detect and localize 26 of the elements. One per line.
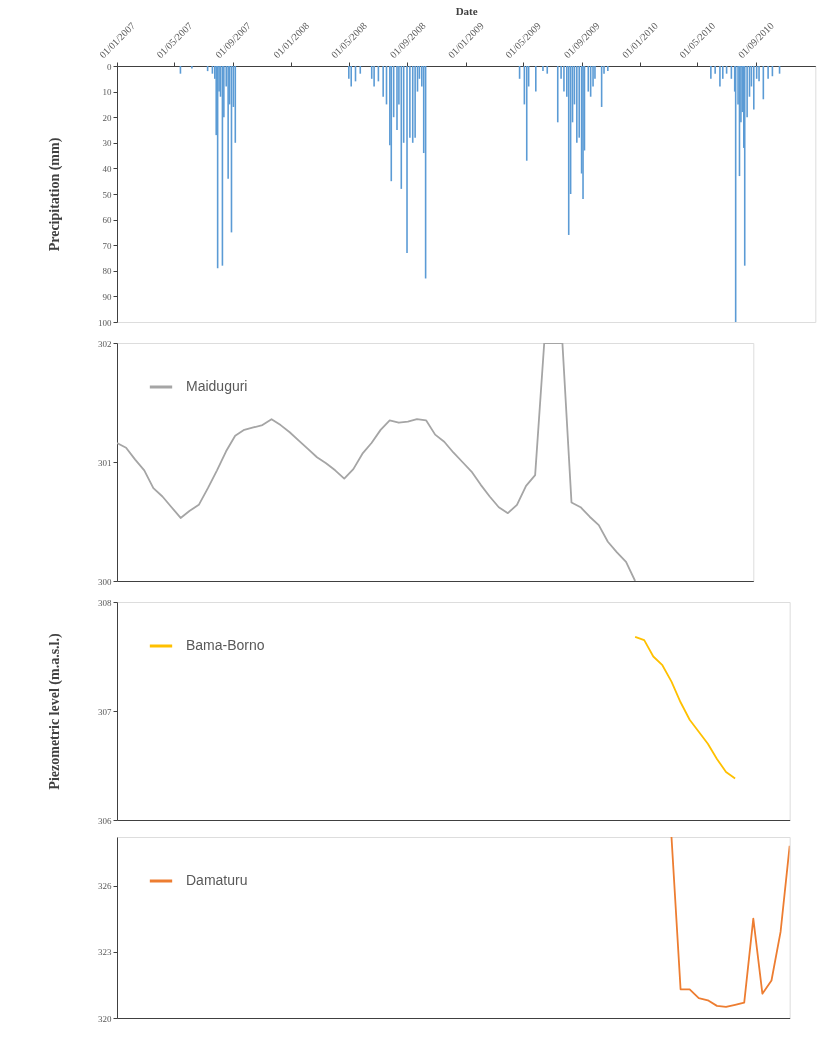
y-tick-label: 0 bbox=[107, 61, 112, 72]
y-tick-label: 50 bbox=[102, 189, 112, 200]
y-tick-label: 40 bbox=[102, 163, 112, 174]
y-tick-label: 308 bbox=[98, 597, 112, 608]
y-tick-label: 80 bbox=[102, 266, 112, 277]
y-tick-label: 307 bbox=[98, 706, 112, 717]
y-tick-label: 10 bbox=[102, 87, 112, 98]
y-tick-label: 30 bbox=[102, 138, 112, 149]
y-tick-label: 20 bbox=[102, 112, 112, 123]
x-axis-title: Date bbox=[455, 4, 478, 17]
y-tick-label: 60 bbox=[102, 215, 112, 226]
y-tick-label: 301 bbox=[98, 457, 112, 468]
legend-label: Damaturu bbox=[186, 872, 248, 888]
y-tick-label: 323 bbox=[98, 947, 112, 958]
y-tick-label: 306 bbox=[98, 815, 112, 826]
y-tick-label: 320 bbox=[98, 1013, 112, 1024]
y-tick-label: 90 bbox=[102, 291, 112, 302]
y-tick-label: 326 bbox=[98, 881, 112, 892]
legend-label: Bama-Borno bbox=[186, 637, 265, 653]
y-tick-label: 300 bbox=[98, 576, 112, 587]
y-tick-label: 70 bbox=[102, 240, 112, 251]
legend-label: Maiduguri bbox=[186, 378, 248, 394]
y-tick-label: 302 bbox=[98, 338, 112, 349]
y-axis-title: Piezometric level (m.a.s.l.) bbox=[46, 633, 63, 790]
y-tick-label: 100 bbox=[98, 317, 112, 328]
y-axis-title: Precipitation (mm) bbox=[46, 137, 63, 252]
